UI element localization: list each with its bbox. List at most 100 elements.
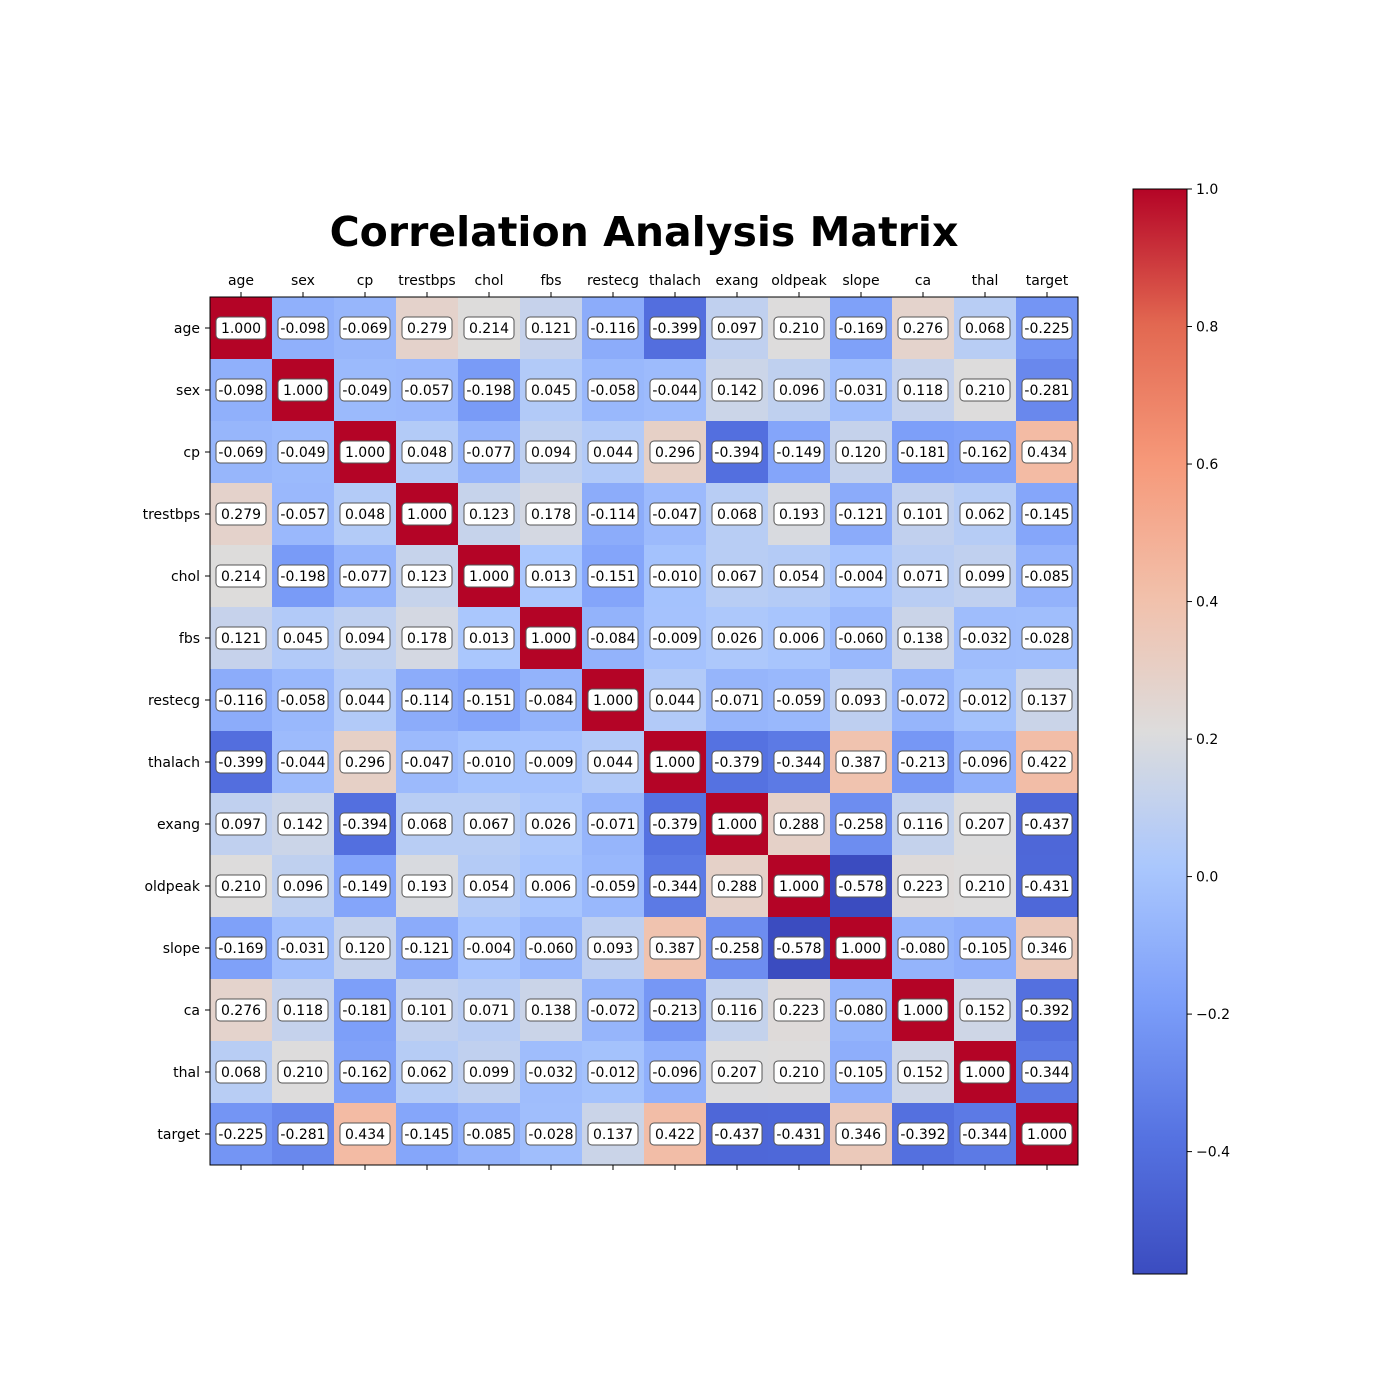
x-tick-label: age — [228, 273, 254, 289]
cell-label-box — [711, 626, 763, 650]
cell-label-box — [959, 502, 1011, 526]
cell-label-box — [463, 1122, 515, 1146]
cell-label-box — [525, 688, 577, 712]
cell-value-label: 0.137 — [593, 1127, 633, 1143]
cell-label-box — [525, 936, 577, 960]
cell-label-box — [587, 812, 639, 836]
cell-label-box — [711, 874, 763, 898]
cell-value-label: -0.344 — [962, 1127, 1007, 1143]
cell-label-box — [773, 936, 825, 960]
cell-label-box — [525, 564, 577, 588]
cell-label-box — [897, 1122, 949, 1146]
cell-label-box — [587, 564, 639, 588]
cell-label-box — [525, 316, 577, 340]
cell-label-box — [835, 1060, 887, 1084]
cell-value-label: -0.077 — [466, 445, 511, 461]
cell-value-label: -0.071 — [590, 817, 635, 833]
cell-value-label: -0.044 — [280, 755, 325, 771]
cell-label-box — [1021, 998, 1073, 1022]
cell-value-label: 0.094 — [345, 631, 385, 647]
cell-label-box — [773, 998, 825, 1022]
cell-value-label: -0.012 — [590, 1065, 635, 1081]
cell-value-label: 0.210 — [283, 1065, 323, 1081]
cell-value-label: 0.210 — [965, 383, 1005, 399]
cell-label-box — [215, 626, 267, 650]
cell-label-box — [1021, 502, 1073, 526]
cell-label-box — [215, 750, 267, 774]
cell-label-box — [277, 688, 329, 712]
cell-value-label: -0.098 — [218, 383, 263, 399]
cell-value-label: 0.210 — [779, 1065, 819, 1081]
cell-value-label: 0.118 — [903, 383, 943, 399]
cell-value-label: -0.116 — [590, 321, 635, 337]
cell-label-box — [835, 626, 887, 650]
x-tick-label: trestbps — [398, 273, 455, 289]
cell-label-box — [897, 812, 949, 836]
heatmap-cells — [210, 297, 1079, 1166]
cell-value-label: 0.062 — [965, 507, 1005, 523]
cell-value-label: 0.138 — [531, 1003, 571, 1019]
cell-value-label: 0.434 — [1027, 445, 1067, 461]
y-tick-label: restecg — [148, 693, 200, 709]
cell-label-box — [1021, 1122, 1073, 1146]
cell-value-label: -0.578 — [776, 941, 821, 957]
cell-label-box — [215, 378, 267, 402]
cell-label-box — [835, 936, 887, 960]
cell-label-box — [277, 998, 329, 1022]
cell-label-box — [339, 812, 391, 836]
cell-value-label: -0.578 — [838, 879, 883, 895]
cell-value-label: -0.151 — [466, 693, 511, 709]
cell-value-label: 0.068 — [965, 321, 1005, 337]
cell-value-label: -0.105 — [838, 1065, 883, 1081]
cell-value-label: -0.059 — [776, 693, 821, 709]
cell-value-label: 1.000 — [283, 383, 323, 399]
cell-value-label: -0.437 — [714, 1127, 759, 1143]
cell-label-box — [959, 626, 1011, 650]
cell-value-label: -0.049 — [342, 383, 387, 399]
cell-value-label: -0.281 — [280, 1127, 325, 1143]
cell-label-box — [1021, 936, 1073, 960]
cell-value-label: 0.044 — [593, 755, 633, 771]
colorbar-tick-label: 0.2 — [1196, 732, 1218, 748]
cell-value-label: -0.181 — [342, 1003, 387, 1019]
x-tick-label: target — [1026, 273, 1069, 289]
cell-value-label: 1.000 — [655, 755, 695, 771]
cell-value-label: 0.207 — [965, 817, 1005, 833]
cell-value-label: -0.198 — [466, 383, 511, 399]
cell-label-box — [525, 998, 577, 1022]
cell-label-box — [773, 750, 825, 774]
x-tick-label: fbs — [540, 273, 561, 289]
cell-label-box — [649, 998, 701, 1022]
cell-label-box — [401, 626, 453, 650]
cell-label-box — [835, 688, 887, 712]
cell-label-box — [959, 1060, 1011, 1084]
cell-label-box — [959, 1122, 1011, 1146]
cell-label-box — [959, 564, 1011, 588]
cell-value-label: -0.379 — [652, 817, 697, 833]
cell-label-box — [525, 750, 577, 774]
x-tick-label: chol — [474, 273, 503, 289]
cell-label-box — [835, 1122, 887, 1146]
cell-value-label: -0.060 — [838, 631, 883, 647]
colorbar-tick-label: 0.0 — [1196, 870, 1218, 886]
cell-label-box — [897, 378, 949, 402]
y-tick-label: chol — [171, 569, 200, 585]
cell-label-box — [463, 812, 515, 836]
cell-value-label: -0.394 — [714, 445, 759, 461]
cell-label-box — [339, 936, 391, 960]
cell-value-label: -0.010 — [466, 755, 511, 771]
heatmap-axes: age sex cp trestbps chol fbs restecg thalach exa… — [143, 273, 1079, 1170]
cell-label-box — [773, 1122, 825, 1146]
cell-label-box — [339, 1122, 391, 1146]
cell-label-box — [835, 998, 887, 1022]
y-tick-label: target — [157, 1127, 200, 1143]
cell-label-box — [587, 378, 639, 402]
cell-value-label: 0.068 — [221, 1065, 261, 1081]
cell-label-box — [773, 688, 825, 712]
cell-value-label: 1.000 — [903, 1003, 943, 1019]
cell-label-box — [525, 812, 577, 836]
cell-label-box — [463, 998, 515, 1022]
cell-value-label: -0.258 — [714, 941, 759, 957]
cell-value-label: 0.116 — [903, 817, 943, 833]
